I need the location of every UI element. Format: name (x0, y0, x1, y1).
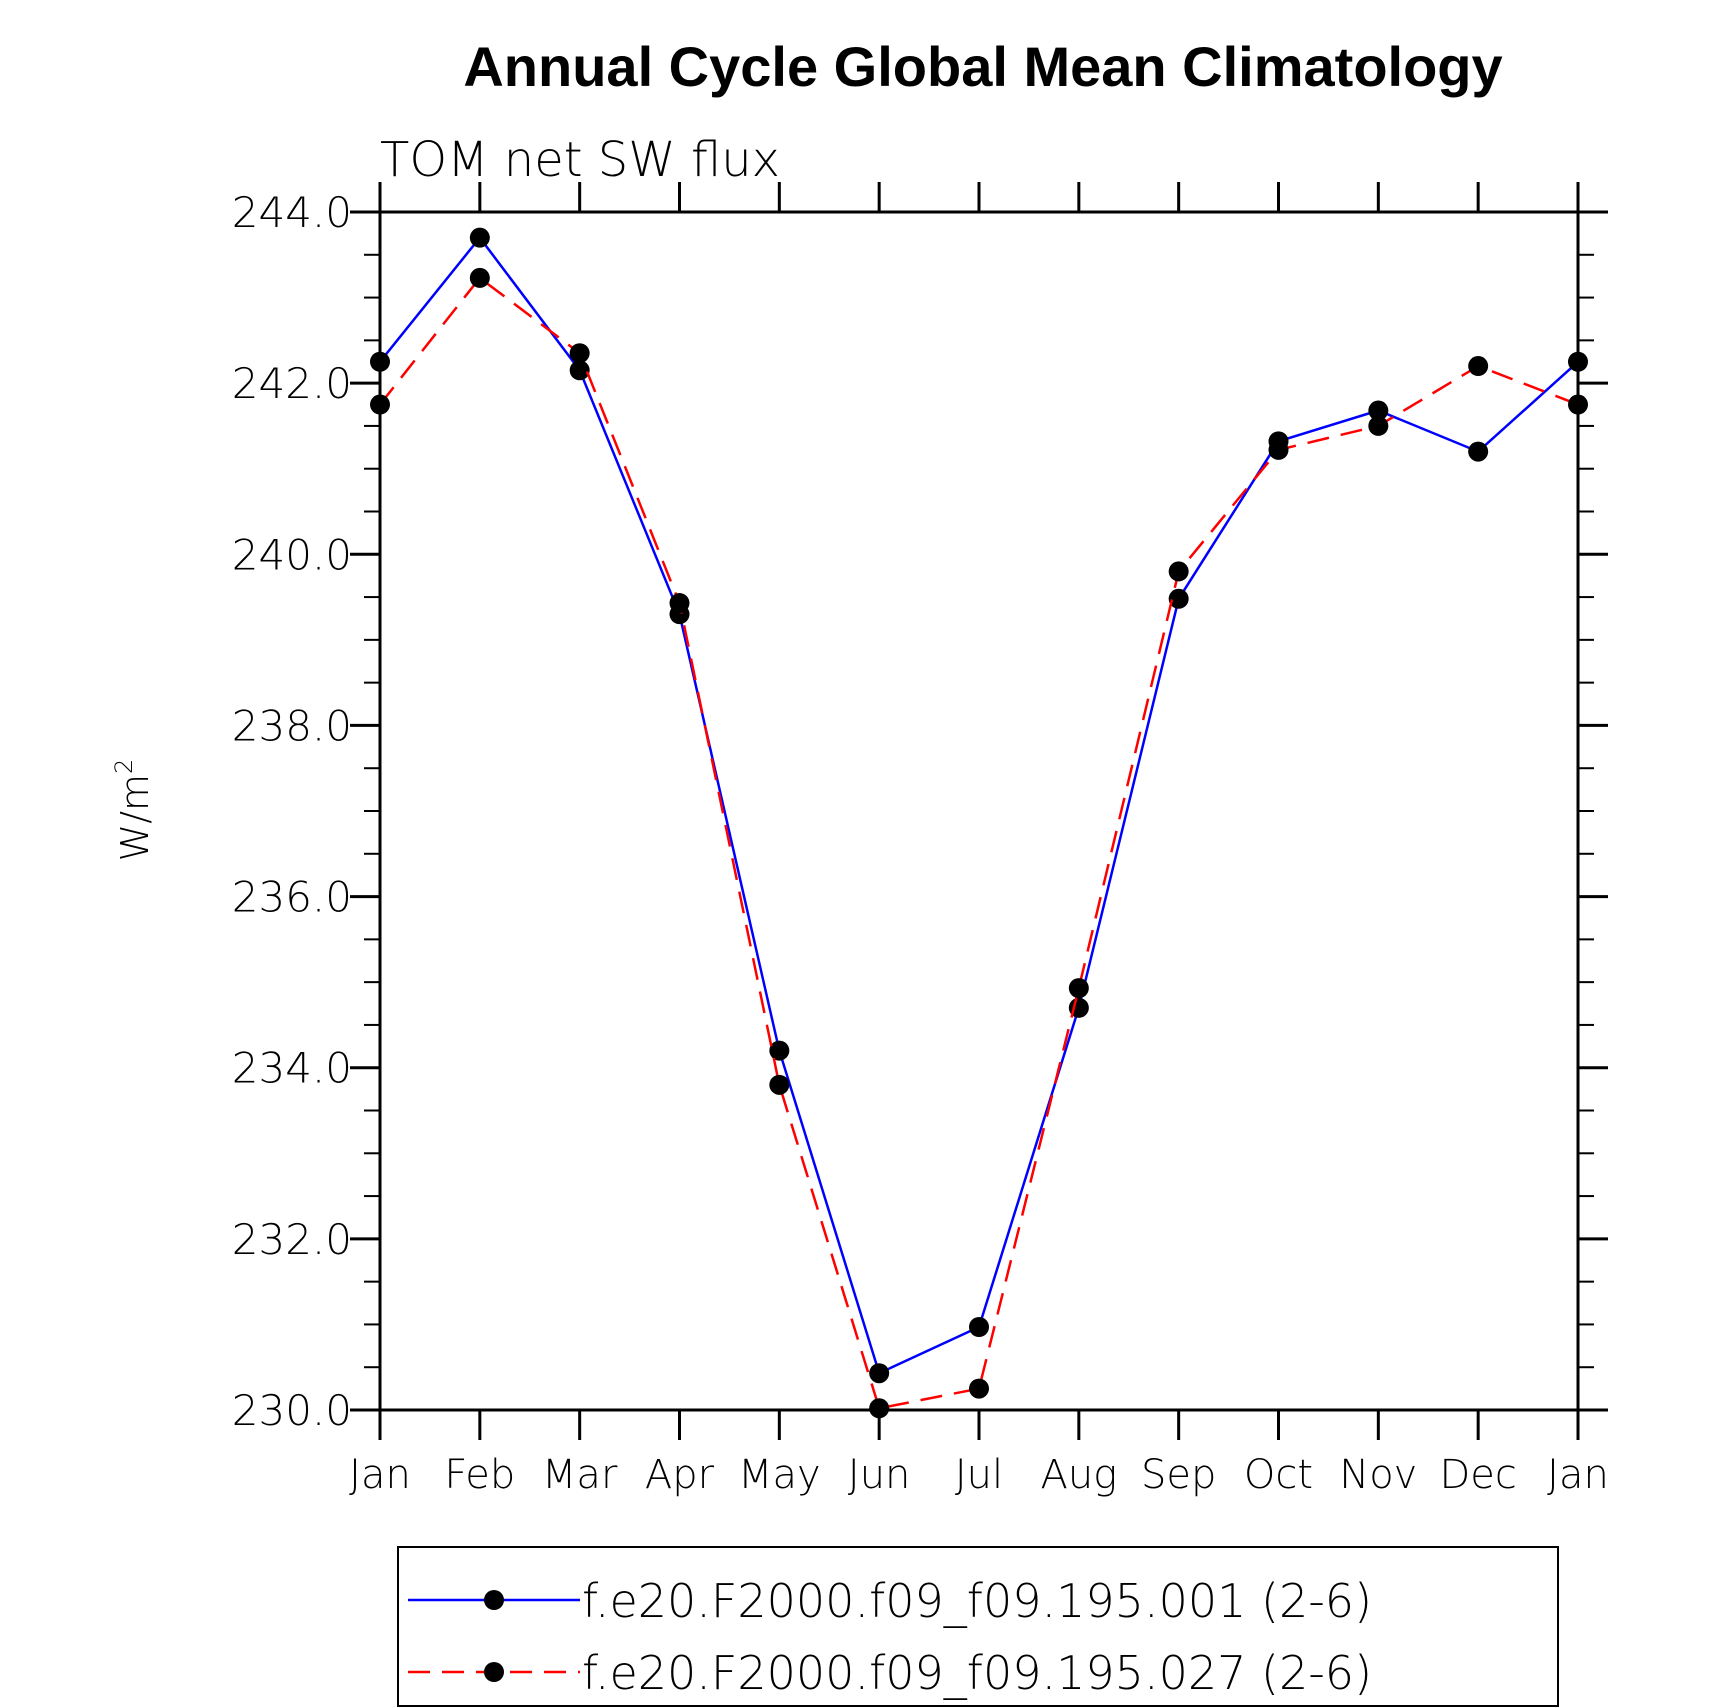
chart-subtitle: TOM net SW flux (380, 132, 780, 188)
data-point (869, 1363, 890, 1384)
y-tick-label: 240.0 (232, 530, 352, 579)
x-tick-label: Nov (1339, 1452, 1417, 1498)
data-point (1068, 978, 1089, 999)
y-axis-label-superscript: 2 (110, 759, 138, 774)
data-point (1468, 441, 1489, 462)
chart-title: Annual Cycle Global Mean Climatology (463, 35, 1502, 98)
x-tick-label: Aug (1040, 1452, 1117, 1498)
legend: f.e20.F2000.f09_f09.195.001 (2-6) f.e20.F… (397, 1546, 1559, 1707)
data-point (669, 593, 690, 614)
series-line (379, 235, 1579, 1375)
data-point (1168, 588, 1189, 609)
x-tick-label: Sep (1141, 1452, 1216, 1498)
x-tick-label: Jan (349, 1452, 411, 1498)
data-point (1568, 351, 1588, 372)
y-tick-label: 234.0 (232, 1044, 352, 1093)
legend-box (397, 1546, 1559, 1707)
data-point (1368, 400, 1389, 421)
data-point (569, 343, 590, 364)
y-axis-label: W/m2 (110, 759, 157, 862)
data-point (370, 394, 390, 415)
y-tick-label: 230.0 (232, 1386, 352, 1435)
legend-label: f.e20.F2000.f09_f09.195.001 (2-6) (582, 1574, 1372, 1628)
x-tick-label: Oct (1244, 1452, 1313, 1498)
data-point (869, 1398, 890, 1419)
y-tick-label: 232.0 (232, 1215, 352, 1264)
data-point (1568, 394, 1588, 415)
x-tick-label: Jan (1547, 1452, 1609, 1498)
data-point (370, 351, 390, 372)
data-point (969, 1316, 989, 1337)
plot-frame (378, 210, 1580, 1412)
legend-marker (484, 1590, 504, 1610)
axes: 230.0 232.0 234.0 236.0 238.0 240.0 242.0 244.0… (232, 182, 1609, 1498)
y-tick-label: 242.0 (232, 359, 352, 408)
series-line (379, 276, 1579, 1410)
x-tick-label: Mar (542, 1452, 618, 1498)
data-point (969, 1378, 989, 1399)
data-point (1368, 415, 1389, 436)
data-point (769, 1074, 790, 1095)
data-point (569, 360, 590, 381)
x-tick-label: Dec (1439, 1452, 1516, 1498)
x-tick-label: May (738, 1452, 821, 1498)
x-tick-label: Apr (645, 1452, 715, 1498)
x-tick-label: Jun (848, 1452, 911, 1498)
x-tick-label: Feb (444, 1452, 515, 1498)
data-point (1168, 561, 1189, 582)
data-point (1268, 439, 1289, 460)
y-tick-label: 236.0 (232, 873, 352, 922)
legend-label: f.e20.F2000.f09_f09.195.027 (2-6) (582, 1646, 1372, 1700)
data-point (769, 1040, 790, 1061)
y-tick-label: 238.0 (232, 701, 352, 750)
data-point (469, 227, 490, 248)
series-layer (370, 227, 1588, 1419)
legend-marker (484, 1662, 504, 1682)
y-tick-label: 244.0 (232, 188, 352, 237)
data-point (469, 267, 490, 288)
data-point (1468, 356, 1489, 377)
y-axis-label-text: W/m (113, 774, 157, 861)
x-tick-label: Jul (955, 1452, 1003, 1498)
